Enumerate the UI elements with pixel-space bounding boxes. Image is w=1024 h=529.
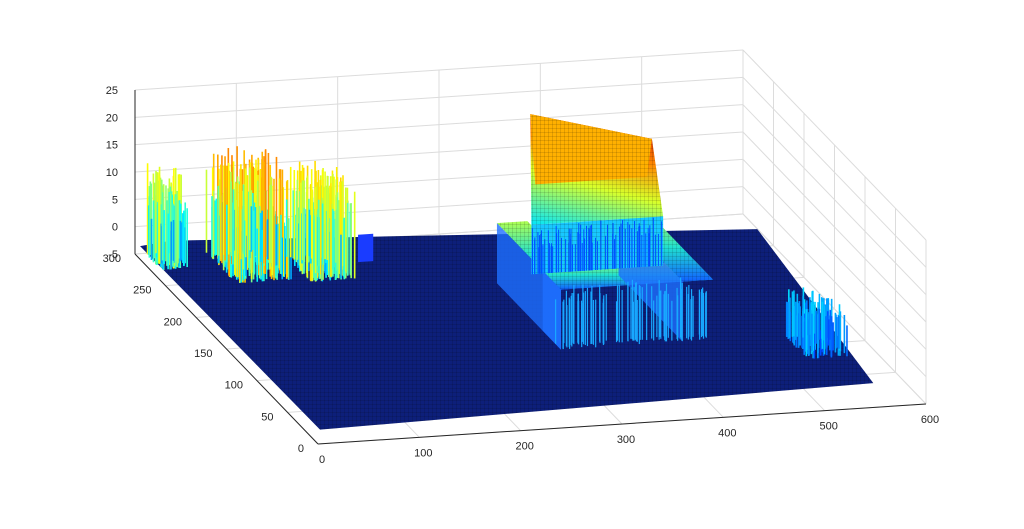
y-tick-label: 50: [261, 411, 273, 423]
y-tick-label: 100: [225, 380, 243, 392]
x-tick-label: 0: [319, 454, 325, 466]
tree-cluster-2: [205, 146, 292, 283]
surface-mesh: [140, 114, 874, 430]
y-axis-line: [134, 253, 319, 445]
y-tick-label: 0: [298, 443, 304, 455]
x-tick-label: 400: [718, 427, 736, 439]
z-tick-label: 0: [112, 222, 118, 234]
z-tick-label: 15: [106, 140, 118, 152]
axes-frame: [134, 90, 927, 445]
tree-cluster-3: [285, 160, 356, 282]
z-tick-label: 25: [106, 85, 118, 97]
z-tick-label: 5: [112, 194, 118, 206]
y-tick-label: 250: [133, 285, 151, 297]
y-tick-label: 300: [103, 253, 121, 265]
x-tick-label: 500: [819, 421, 837, 433]
x-axis-line: [317, 403, 927, 445]
tick-labels: 0100200300400500600050100150200250300-50…: [103, 85, 940, 466]
z-tick-label: 20: [106, 112, 118, 124]
small-block: [358, 233, 374, 263]
x-tick-label: 200: [515, 441, 533, 453]
y-tick-label: 150: [194, 348, 212, 360]
z-tick-label: 10: [106, 167, 118, 179]
x-tick-label: 100: [414, 447, 432, 459]
right-edge-vegetation: [785, 287, 848, 359]
tree-cluster-1: [146, 163, 188, 271]
y-tick-label: 200: [164, 316, 182, 328]
building-ridge-roof: [530, 114, 664, 275]
x-tick-label: 300: [617, 434, 635, 446]
z-tick-label: -5: [108, 249, 118, 261]
x-tick-label: 600: [921, 414, 939, 426]
